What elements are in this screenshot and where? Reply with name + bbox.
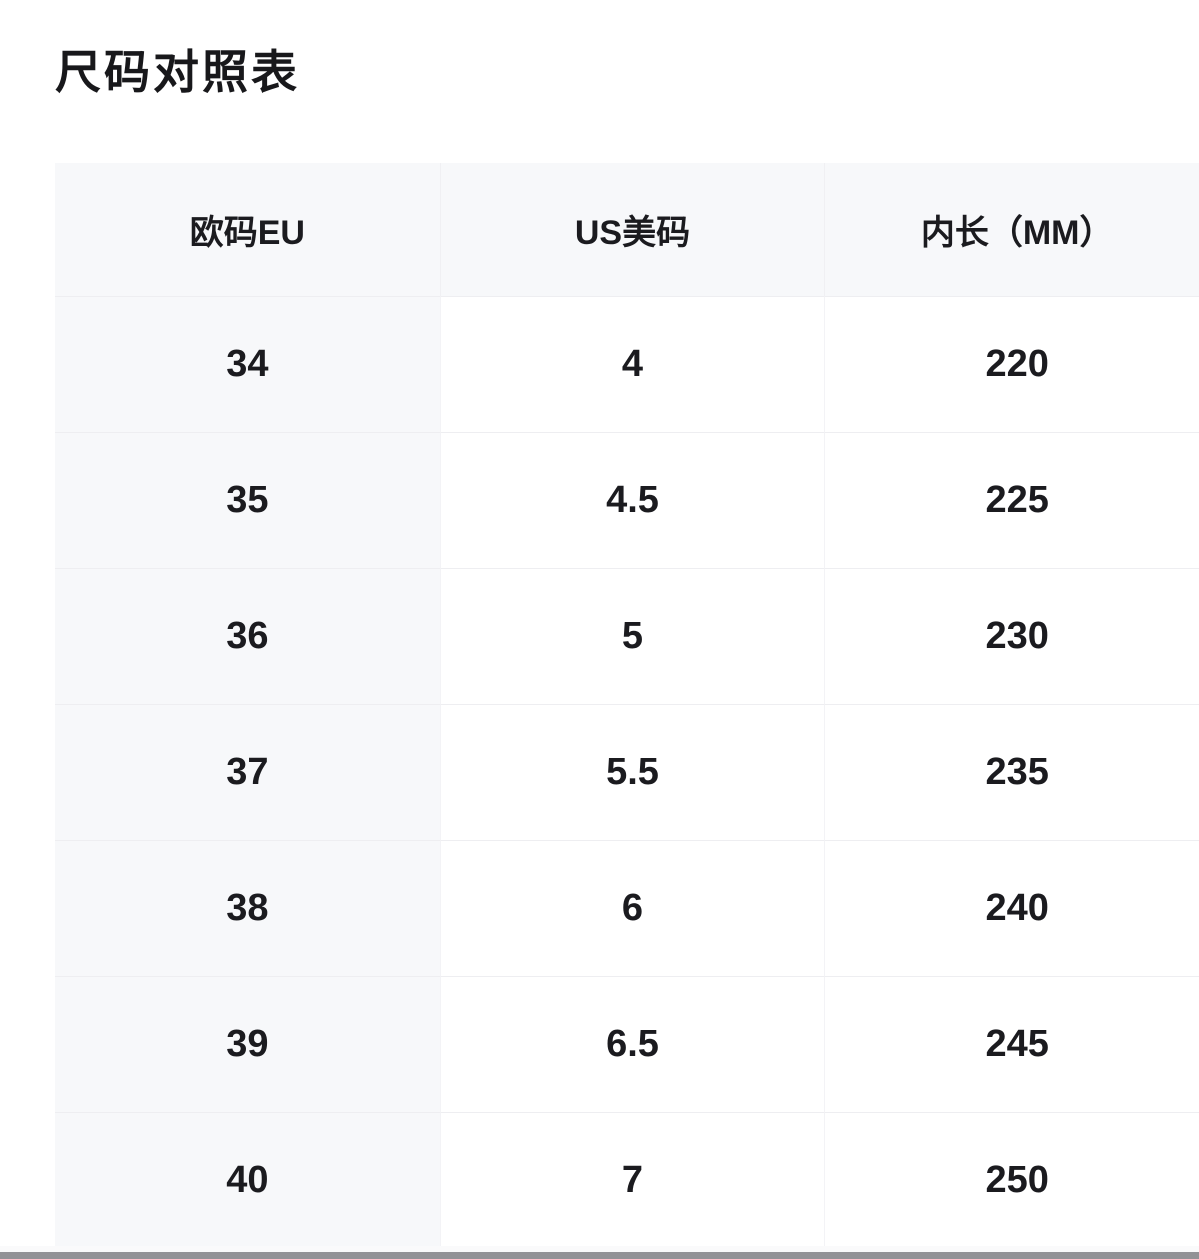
cell-eu-size: 38 [55, 840, 440, 976]
table-row: 38 6 240 [55, 840, 1199, 976]
size-chart-header: 欧码EU US美码 内长（MM） [55, 163, 1199, 296]
cell-us-size: 7 [439, 1112, 825, 1248]
cell-length-mm: 225 [824, 432, 1199, 568]
size-chart-table-container: 欧码EU US美码 内长（MM） 34 4 220 35 4.5 225 36 5 230 37 5… [55, 163, 1199, 1248]
cell-length-mm: 235 [824, 704, 1199, 840]
size-chart-body: 34 4 220 35 4.5 225 36 5 230 37 5.5 235 38 6 240 39 6.5 2… [55, 296, 1199, 1248]
bottom-divider-bar [0, 1252, 1199, 1259]
cell-length-mm: 245 [824, 976, 1199, 1112]
cell-us-size: 4 [439, 296, 825, 432]
table-row: 40 7 250 [55, 1112, 1199, 1248]
cell-length-mm: 230 [824, 568, 1199, 704]
cell-length-mm: 240 [824, 840, 1199, 976]
cell-us-size: 4.5 [439, 432, 825, 568]
column-header-eu: 欧码EU [55, 163, 440, 296]
header-row: 欧码EU US美码 内长（MM） [55, 163, 1199, 296]
cell-us-size: 5 [439, 568, 825, 704]
page-title: 尺码对照表 [55, 46, 300, 98]
cell-us-size: 5.5 [439, 704, 825, 840]
table-row: 39 6.5 245 [55, 976, 1199, 1112]
cell-eu-size: 40 [55, 1112, 440, 1248]
cell-eu-size: 34 [55, 296, 440, 432]
cell-eu-size: 39 [55, 976, 440, 1112]
cell-eu-size: 35 [55, 432, 440, 568]
cell-eu-size: 37 [55, 704, 440, 840]
bottom-strip [0, 1246, 1199, 1252]
table-row: 34 4 220 [55, 296, 1199, 432]
cell-us-size: 6.5 [439, 976, 825, 1112]
table-row: 35 4.5 225 [55, 432, 1199, 568]
table-row: 36 5 230 [55, 568, 1199, 704]
size-chart-table: 欧码EU US美码 内长（MM） 34 4 220 35 4.5 225 36 5 230 37 5… [55, 163, 1199, 1248]
table-row: 37 5.5 235 [55, 704, 1199, 840]
cell-eu-size: 36 [55, 568, 440, 704]
cell-length-mm: 250 [824, 1112, 1199, 1248]
cell-length-mm: 220 [824, 296, 1199, 432]
column-header-length-mm: 内长（MM） [824, 163, 1199, 296]
cell-us-size: 6 [439, 840, 825, 976]
column-header-us: US美码 [439, 163, 825, 296]
